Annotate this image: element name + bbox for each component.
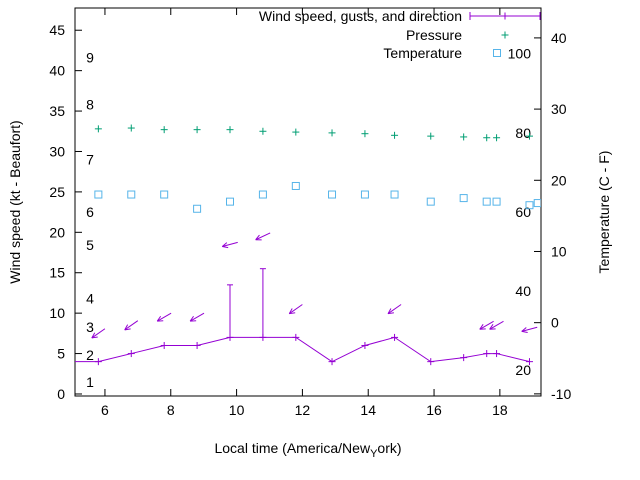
temperature-series [94,181,541,213]
x-axis-ticks: 6 8 10 12 14 16 18 [101,8,508,418]
fahrenheit-label: 100 [508,46,532,62]
beaufort-label: 2 [86,347,94,363]
temperature-point [390,190,399,199]
y-right-ticks: -10 0 10 20 30 40 [534,30,571,402]
y-left-tick-label: 40 [49,63,65,79]
beaufort-label: 9 [86,50,94,66]
temperature-point [160,190,169,199]
x-tick-label: 14 [360,402,376,418]
x-tick-label: 6 [101,402,109,418]
y-left-tick-label: 15 [49,265,65,281]
temperature-point [533,199,541,208]
y-axis-label-left: Wind speed (kt - Beaufort) [7,120,23,284]
fahrenheit-label: 80 [515,125,531,141]
y-left-tick-label: 10 [49,305,65,321]
wind-direction-arrows [91,232,538,339]
temperature-point [328,190,337,199]
wind-arrow [489,320,504,330]
plot-frame [74,7,542,397]
x-tick-label: 12 [295,402,311,418]
temperature-point [94,190,103,199]
pressure-series [94,124,533,142]
wind-arrow [387,304,402,315]
beaufort-label: 7 [86,152,94,168]
x-tick-label: 18 [492,402,508,418]
temperature-point [459,194,468,203]
temperature-point [291,181,300,190]
y-left-tick-label: 35 [49,103,65,119]
y-right-tick-label: -10 [551,386,571,402]
temperature-point [426,197,435,206]
wind-arrow [255,232,271,241]
temperature-point [525,201,534,210]
wind-arrow [521,326,538,333]
temperature-point [226,197,235,206]
beaufort-scale-labels: 1 2 3 4 5 6 7 8 9 [86,50,94,390]
beaufort-label: 8 [86,97,94,113]
beaufort-label: 1 [86,374,94,390]
fahrenheit-label: 60 [515,204,531,220]
y-axis-label-right: Temperature (C - F) [596,150,612,274]
legend-label-pressure: Pressure [405,27,462,43]
temperature-point [127,190,136,199]
x-tick-label: 8 [167,402,175,418]
fahrenheit-label: 20 [515,362,531,378]
y-left-tick-label: 30 [49,143,65,159]
beaufort-label: 6 [86,204,94,220]
x-axis-label-pre: Local time (America/New [214,440,371,456]
temperature-point [492,197,501,206]
x-axis-label: Local time (America/NewYork) [214,440,401,460]
beaufort-label: 3 [86,319,94,335]
temperature-point [360,190,369,199]
x-axis-label-sub: Y [370,447,378,460]
x-axis-label-post: ork) [377,440,402,456]
temperature-point [258,190,267,199]
x-tick-label: 16 [426,402,442,418]
wind-arrow [156,312,172,322]
beaufort-label: 5 [86,237,94,253]
y-left-tick-label: 25 [49,184,65,200]
y-right-tick-label: 40 [551,30,567,46]
temperature-point [482,197,491,206]
wind-arrow [189,312,205,322]
y-left-tick-label: 0 [57,386,65,402]
legend-samples [469,12,541,57]
wind-arrow [288,304,303,315]
wind-arrow [221,241,238,249]
y-right-tick-label: 0 [551,315,559,331]
y-right-tick-label: 10 [551,243,567,259]
fahrenheit-scale-labels: 20 40 60 80 100 [508,46,532,378]
x-tick-label: 10 [229,402,245,418]
wind-arrow [91,328,106,339]
series-area [75,124,541,366]
legend-label-temperature: Temperature [383,45,462,61]
legend-label-wind: Wind speed, gusts, and direction [258,8,462,24]
y-left-tick-label: 45 [49,22,65,38]
y-left-ticks: 0 5 10 15 20 25 30 35 40 45 [49,22,82,402]
y-left-tick-label: 5 [57,346,65,362]
beaufort-label: 4 [86,291,94,307]
y-right-tick-label: 20 [551,172,567,188]
wind-arrow [124,320,139,331]
wind-series [75,268,533,366]
y-right-tick-label: 30 [551,101,567,117]
wind-arrow [479,320,494,330]
fahrenheit-label: 40 [515,283,531,299]
temperature-point [193,204,202,213]
y-left-tick-label: 20 [49,224,65,240]
wind-speed-line [75,336,530,363]
